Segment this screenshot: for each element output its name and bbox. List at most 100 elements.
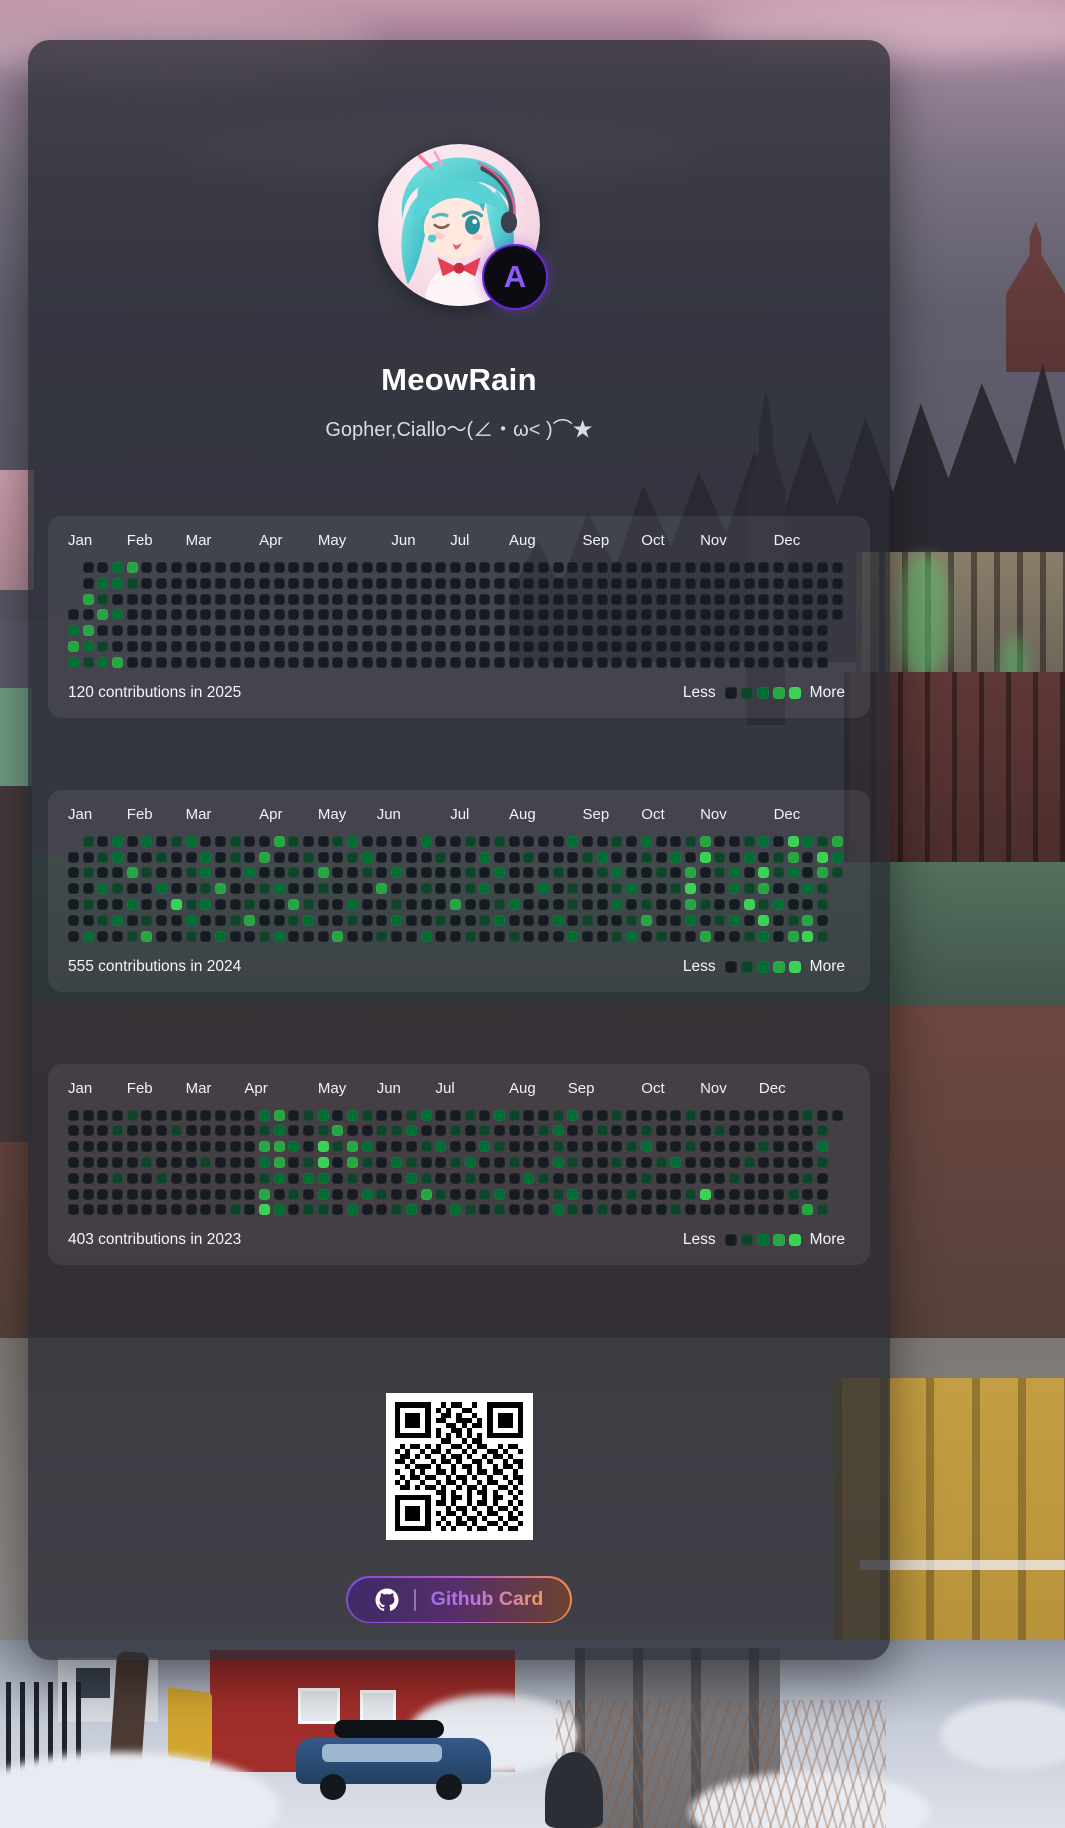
contribution-cell[interactable] — [817, 1188, 829, 1200]
contribution-cell[interactable] — [244, 1188, 256, 1200]
contribution-cell[interactable] — [787, 1188, 799, 1200]
contribution-cell[interactable] — [684, 867, 696, 879]
contribution-cell[interactable] — [405, 609, 417, 621]
contribution-cell[interactable] — [523, 656, 535, 668]
contribution-cell[interactable] — [185, 577, 197, 589]
contribution-cell[interactable] — [376, 1125, 388, 1137]
contribution-cell[interactable] — [141, 1125, 153, 1137]
contribution-cell[interactable] — [626, 609, 638, 621]
contribution-cell[interactable] — [567, 609, 579, 621]
contribution-cell[interactable] — [229, 640, 241, 652]
contribution-cell[interactable] — [258, 656, 270, 668]
contribution-cell[interactable] — [611, 640, 623, 652]
contribution-cell[interactable] — [684, 1188, 696, 1200]
contribution-cell[interactable] — [229, 914, 241, 926]
contribution-cell[interactable] — [244, 640, 256, 652]
contribution-cell[interactable] — [332, 609, 344, 621]
contribution-cell[interactable] — [684, 883, 696, 895]
contribution-cell[interactable] — [361, 1204, 373, 1216]
contribution-cell[interactable] — [244, 1125, 256, 1137]
contribution-cell[interactable] — [464, 577, 476, 589]
contribution-cell[interactable] — [170, 656, 182, 668]
contribution-cell[interactable] — [640, 851, 652, 863]
contribution-cell[interactable] — [288, 1156, 300, 1168]
contribution-cell[interactable] — [156, 867, 168, 879]
contribution-cell[interactable] — [435, 656, 447, 668]
contribution-cell[interactable] — [126, 914, 138, 926]
contribution-cell[interactable] — [303, 835, 314, 847]
contribution-cell[interactable] — [523, 593, 535, 605]
contribution-cell[interactable] — [538, 1141, 549, 1153]
contribution-cell[interactable] — [699, 1188, 711, 1200]
contribution-cell[interactable] — [743, 1109, 755, 1121]
contribution-cell[interactable] — [787, 898, 799, 910]
contribution-cell[interactable] — [156, 898, 168, 910]
contribution-cell[interactable] — [743, 1156, 755, 1168]
contribution-cell[interactable] — [126, 1141, 138, 1153]
contribution-cell[interactable] — [405, 1141, 417, 1153]
contribution-cell[interactable] — [743, 562, 755, 573]
contribution-cell[interactable] — [435, 867, 447, 879]
contribution-cell[interactable] — [156, 1204, 168, 1216]
contribution-cell[interactable] — [258, 930, 270, 942]
contribution-cell[interactable] — [214, 609, 226, 621]
contribution-cell[interactable] — [141, 1204, 153, 1216]
contribution-cell[interactable] — [347, 656, 359, 668]
contribution-cell[interactable] — [640, 1204, 652, 1216]
contribution-cell[interactable] — [523, 1141, 535, 1153]
contribution-cell[interactable] — [728, 1109, 740, 1121]
contribution-cell[interactable] — [817, 562, 829, 573]
contribution-cell[interactable] — [773, 656, 784, 668]
contribution-cell[interactable] — [464, 1204, 476, 1216]
contribution-cell[interactable] — [684, 898, 696, 910]
contribution-cell[interactable] — [611, 930, 623, 942]
contribution-cell[interactable] — [596, 1125, 608, 1137]
contribution-cell[interactable] — [332, 914, 344, 926]
contribution-cell[interactable] — [758, 898, 770, 910]
contribution-cell[interactable] — [655, 1188, 667, 1200]
contribution-cell[interactable] — [288, 930, 300, 942]
contribution-cell[interactable] — [743, 625, 755, 637]
contribution-cell[interactable] — [405, 640, 417, 652]
contribution-cell[interactable] — [405, 625, 417, 637]
contribution-cell[interactable] — [728, 851, 740, 863]
contribution-cell[interactable] — [126, 609, 138, 621]
contribution-cell[interactable] — [347, 898, 359, 910]
contribution-cell[interactable] — [831, 835, 843, 847]
contribution-cell[interactable] — [817, 835, 829, 847]
contribution-cell[interactable] — [802, 1125, 814, 1137]
contribution-cell[interactable] — [214, 577, 226, 589]
contribution-cell[interactable] — [523, 640, 535, 652]
contribution-cell[interactable] — [361, 1172, 373, 1184]
contribution-cell[interactable] — [391, 609, 403, 621]
contribution-cell[interactable] — [538, 656, 549, 668]
contribution-cell[interactable] — [112, 1188, 124, 1200]
contribution-cell[interactable] — [332, 1188, 344, 1200]
contribution-cell[interactable] — [479, 577, 491, 589]
contribution-cell[interactable] — [141, 593, 153, 605]
contribution-cell[interactable] — [435, 1188, 447, 1200]
contribution-cell[interactable] — [523, 1172, 535, 1184]
contribution-cell[interactable] — [773, 835, 784, 847]
contribution-cell[interactable] — [273, 593, 285, 605]
contribution-cell[interactable] — [317, 593, 329, 605]
contribution-cell[interactable] — [626, 656, 638, 668]
contribution-cell[interactable] — [405, 577, 417, 589]
contribution-cell[interactable] — [611, 577, 623, 589]
contribution-cell[interactable] — [68, 930, 79, 942]
contribution-cell[interactable] — [82, 1109, 94, 1121]
contribution-cell[interactable] — [214, 656, 226, 668]
contribution-cell[interactable] — [449, 883, 461, 895]
contribution-cell[interactable] — [156, 835, 168, 847]
contribution-cell[interactable] — [552, 625, 564, 637]
contribution-cell[interactable] — [273, 914, 285, 926]
contribution-cell[interactable] — [126, 851, 138, 863]
contribution-cell[interactable] — [802, 609, 814, 621]
contribution-cell[interactable] — [185, 930, 197, 942]
contribution-cell[interactable] — [567, 577, 579, 589]
contribution-cell[interactable] — [773, 577, 784, 589]
contribution-cell[interactable] — [347, 1188, 359, 1200]
contribution-cell[interactable] — [68, 914, 79, 926]
contribution-cell[interactable] — [229, 656, 241, 668]
contribution-cell[interactable] — [582, 625, 594, 637]
